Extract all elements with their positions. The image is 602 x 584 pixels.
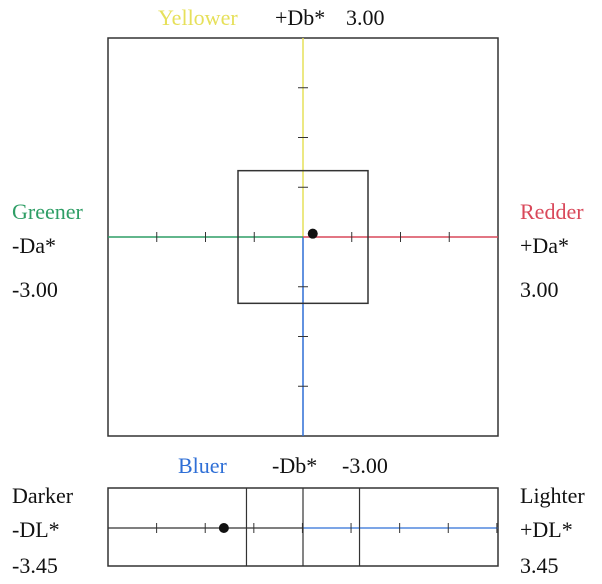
- plus-dl-value: 3.45: [520, 553, 559, 578]
- sample-point: [307, 228, 318, 239]
- lighter-label: Lighter: [520, 483, 585, 508]
- plus-dl-label: +DL*: [520, 517, 573, 542]
- plus-da-label: +Da*: [520, 233, 570, 258]
- dl-sample-point: [218, 523, 229, 533]
- plus-da-value: 3.00: [520, 277, 559, 302]
- plus-db-label: +Db*: [275, 5, 326, 30]
- redder-label: Redder: [520, 199, 584, 224]
- minus-da-label: -Da*: [12, 233, 56, 258]
- plus-db-value: 3.00: [346, 5, 385, 30]
- minus-dl-value: -3.45: [12, 553, 58, 578]
- tolerance-box: [237, 169, 369, 305]
- minus-db-label: -Db*: [272, 453, 318, 478]
- minus-db-value: -3.00: [342, 453, 388, 478]
- greener-label: Greener: [12, 199, 83, 224]
- minus-dl-label: -DL*: [12, 517, 60, 542]
- yellower-label: Yellower: [158, 5, 238, 30]
- darker-label: Darker: [12, 483, 74, 508]
- bluer-label: Bluer: [178, 453, 227, 478]
- minus-da-value: -3.00: [12, 277, 58, 302]
